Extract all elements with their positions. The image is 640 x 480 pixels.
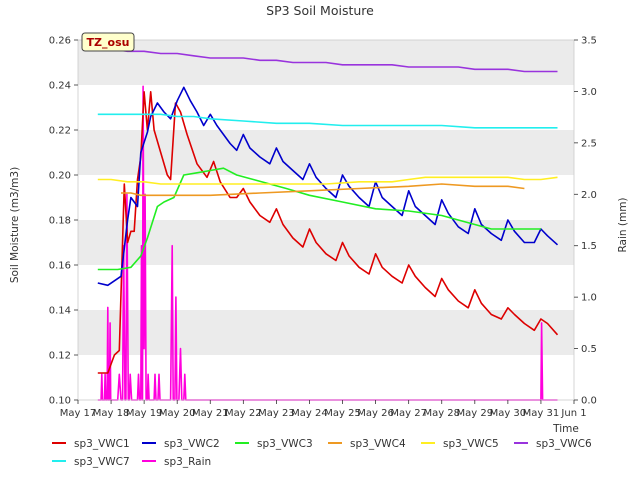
legend-item: sp3_VWC5 bbox=[421, 438, 499, 450]
legend-label: sp3_VWC1 bbox=[74, 438, 130, 450]
x-tick-label: May 23 bbox=[258, 408, 295, 419]
series-line-sp3-vwc5 bbox=[97, 176, 558, 185]
plot-band bbox=[78, 355, 574, 400]
legend-label: sp3_Rain bbox=[164, 456, 211, 468]
y2-tick-label: 3.0 bbox=[581, 87, 597, 98]
x-tick-label: May 21 bbox=[192, 408, 229, 419]
x-tick-label: Jun 1 bbox=[560, 408, 586, 419]
legend-label: sp3_VWC2 bbox=[164, 438, 220, 450]
legend-item: sp3_VWC6 bbox=[514, 438, 592, 450]
legend-label: sp3_VWC4 bbox=[350, 438, 406, 450]
series-layer bbox=[97, 48, 559, 374]
site-label-text: TZ_osu bbox=[87, 36, 130, 49]
y-tick-label: 0.24 bbox=[49, 81, 71, 92]
y2-tick-label: 2.0 bbox=[581, 190, 597, 201]
plot-band bbox=[78, 310, 574, 355]
legend: sp3_VWC1 sp3_VWC2 sp3_VWC3 sp3_VWC4 sp3_VWC5… bbox=[52, 438, 592, 468]
y-tick-label: 0.10 bbox=[49, 396, 71, 407]
series-line-sp3-vwc2 bbox=[97, 86, 559, 287]
series-line-sp3-vwc3 bbox=[97, 167, 541, 271]
legend-item: sp3_VWC1 bbox=[52, 438, 130, 450]
y2-axis-label: Rain (mm) bbox=[617, 197, 629, 252]
legend-item: sp3_VWC3 bbox=[235, 438, 313, 450]
y2-tick-label: 3.5 bbox=[581, 36, 597, 47]
x-tick-label: May 27 bbox=[390, 408, 427, 419]
legend-item: sp3_VWC7 bbox=[52, 456, 130, 468]
y2-tick-label: 2.5 bbox=[581, 138, 597, 149]
y-tick-label: 0.26 bbox=[49, 36, 71, 47]
legend-label: sp3_VWC6 bbox=[536, 438, 592, 450]
plot-band bbox=[78, 130, 574, 175]
legend-item: sp3_VWC4 bbox=[328, 438, 406, 450]
x-axis-label: Time bbox=[552, 423, 579, 435]
y-tick-label: 0.18 bbox=[49, 216, 71, 227]
y-tick-label: 0.22 bbox=[49, 126, 71, 137]
y-tick-label: 0.14 bbox=[49, 306, 71, 317]
y-axis-label: Soil Moisture (m3/m3) bbox=[9, 167, 21, 283]
x-tick-label: May 22 bbox=[225, 408, 262, 419]
x-tick-label: May 30 bbox=[490, 408, 527, 419]
site-label-box bbox=[81, 32, 135, 52]
x-tick-label: May 28 bbox=[423, 408, 460, 419]
site-label-badge: TZ_osu bbox=[81, 32, 135, 52]
y2-tick-label: 1.0 bbox=[581, 293, 597, 304]
x-tick-label: May 17 bbox=[60, 408, 97, 419]
series-line-sp3-vwc7 bbox=[97, 113, 558, 129]
legend-label: sp3_VWC3 bbox=[257, 438, 313, 450]
plot-band bbox=[78, 220, 574, 265]
legend-item: sp3_VWC2 bbox=[142, 438, 220, 450]
legend-item: sp3_Rain bbox=[142, 456, 211, 468]
plot-bands bbox=[78, 40, 574, 400]
x-tick-label: May 25 bbox=[324, 408, 361, 419]
y2-tick-label: 0.5 bbox=[581, 344, 597, 355]
x-tick-label: May 18 bbox=[93, 408, 130, 419]
y2-tick-label: 1.5 bbox=[581, 241, 597, 252]
legend-label: sp3_VWC5 bbox=[443, 438, 499, 450]
y-tick-label: 0.16 bbox=[49, 261, 71, 272]
y-tick-label: 0.12 bbox=[49, 351, 71, 362]
plot-band bbox=[78, 175, 574, 220]
right-axis-ticks: 0.0 0.5 1.0 1.5 2.0 2.5 3.0 3.5 bbox=[574, 36, 597, 407]
x-tick-label: May 20 bbox=[159, 408, 196, 419]
series-line-sp3-vwc6 bbox=[97, 48, 558, 73]
x-tick-label: May 19 bbox=[126, 408, 163, 419]
y2-tick-label: 0.0 bbox=[581, 396, 597, 407]
series-line-sp3-vwc1 bbox=[97, 91, 559, 374]
left-axis-ticks: 0.10 0.12 0.14 0.16 0.18 0.20 0.22 0.24 0.26 bbox=[49, 36, 78, 407]
chart-title: SP3 Soil Moisture bbox=[266, 3, 374, 18]
legend-label: sp3_VWC7 bbox=[74, 456, 130, 468]
plot-band bbox=[78, 265, 574, 310]
x-tick-label: May 29 bbox=[457, 408, 494, 419]
x-tick-label: May 26 bbox=[357, 408, 394, 419]
x-tick-label: May 31 bbox=[523, 408, 560, 419]
series-line-sp3-vwc4 bbox=[121, 183, 525, 197]
y-tick-label: 0.20 bbox=[49, 171, 71, 182]
x-tick-label: May 24 bbox=[291, 408, 328, 419]
